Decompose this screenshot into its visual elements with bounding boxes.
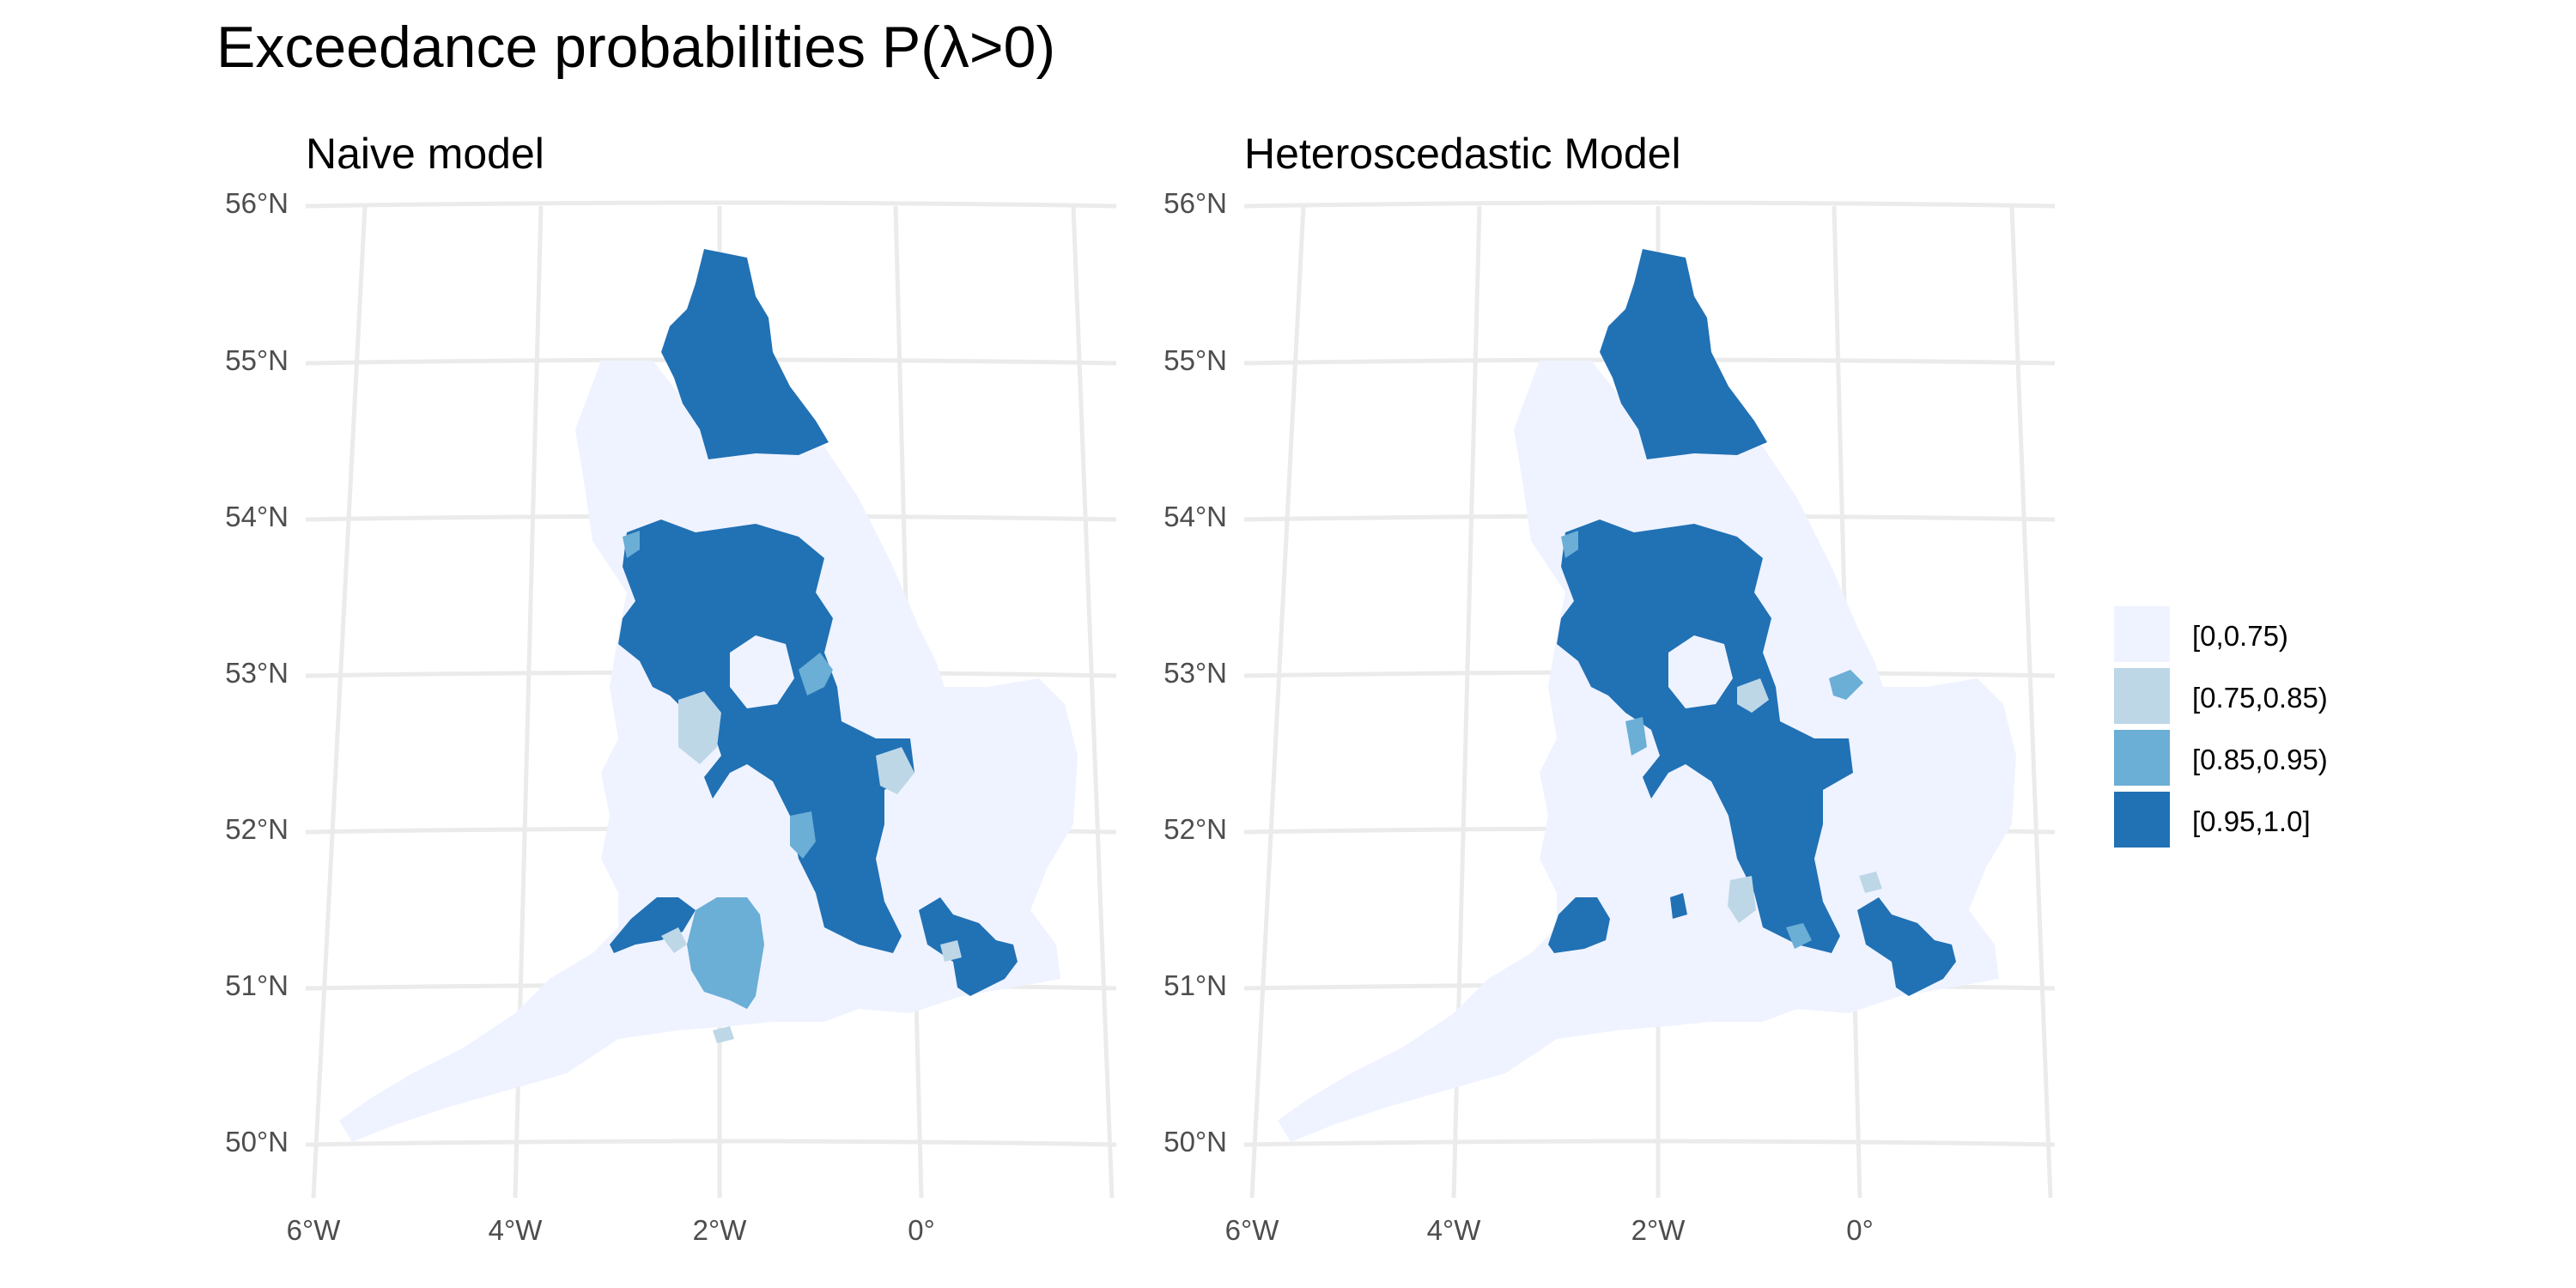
lat-tick-label: 52°N <box>1163 813 1227 845</box>
region-bin2 <box>799 653 833 696</box>
choropleth-regions <box>1278 249 2016 1142</box>
lat-tick-labels: 56°N 55°N 54°N 53°N 52°N 51°N 50°N <box>1163 187 1227 1157</box>
panel-subtitle: Naive model <box>306 130 544 178</box>
lat-tick-label: 56°N <box>225 187 289 219</box>
region-bin3 <box>1557 519 1853 953</box>
legend-swatch <box>2114 606 2170 662</box>
lon-tick-label: 0° <box>908 1214 935 1246</box>
region-bin2 <box>1625 717 1647 756</box>
lat-tick-label: 50°N <box>225 1126 289 1157</box>
legend-swatch <box>2114 730 2170 786</box>
lon-tick-label: 4°W <box>489 1214 544 1246</box>
region-bin1 <box>940 940 962 962</box>
legend: [0,0.75) [0.75,0.85) [0.85,0.95) [0.95,1… <box>2114 606 2328 848</box>
region-bin3 <box>661 249 829 459</box>
region-bin3 <box>1857 897 1956 996</box>
region-bin1 <box>876 747 914 794</box>
panel-subtitle: Heteroscedastic Model <box>1244 130 1681 178</box>
lat-tick-label: 53°N <box>225 657 289 689</box>
region-bin3 <box>610 897 696 953</box>
lat-tick-label: 56°N <box>1163 187 1227 219</box>
legend-swatch <box>2114 792 2170 848</box>
legend-label: [0.75,0.85) <box>2192 682 2328 714</box>
legend-label: [0.95,1.0] <box>2192 805 2311 837</box>
region-bin1 <box>1737 678 1769 713</box>
region-bin1 <box>661 927 687 953</box>
lat-tick-label: 51°N <box>225 969 289 1001</box>
region-bin3 <box>1600 249 1767 459</box>
region-bin3 <box>1670 893 1687 919</box>
lon-tick-label: 6°W <box>287 1214 342 1246</box>
region-bin2 <box>790 811 816 859</box>
region-bin2 <box>1786 923 1812 949</box>
lon-tick-labels: 6°W 4°W 2°W 0° <box>287 1214 935 1246</box>
region-bin1 <box>713 1026 734 1043</box>
legend-swatch <box>2114 668 2170 724</box>
region-bin0-hole <box>1668 635 1733 708</box>
lon-tick-label: 2°W <box>693 1214 748 1246</box>
lat-tick-label: 51°N <box>1163 969 1227 1001</box>
region-bin0 <box>1278 361 2016 1142</box>
lat-tick-label: 54°N <box>1163 501 1227 532</box>
lat-tick-label: 55°N <box>1163 344 1227 376</box>
lon-tick-label: 0° <box>1846 1214 1874 1246</box>
legend-label: [0.85,0.95) <box>2192 744 2328 775</box>
region-bin3 <box>1548 897 1610 953</box>
region-bin2 <box>687 897 764 1009</box>
lon-tick-label: 6°W <box>1225 1214 1280 1246</box>
choropleth-regions <box>339 249 1078 1142</box>
region-bin0-hole <box>730 635 794 708</box>
lat-tick-label: 54°N <box>225 501 289 532</box>
region-bin1 <box>678 691 721 764</box>
lon-tick-label: 4°W <box>1427 1214 1482 1246</box>
panel-heteroscedastic-model: Heteroscedastic Model 56°N 55°N 54°N 53°… <box>1163 130 2056 1246</box>
lat-tick-label: 50°N <box>1163 1126 1227 1157</box>
region-bin3 <box>618 519 914 953</box>
lon-tick-label: 2°W <box>1631 1214 1686 1246</box>
lat-tick-label: 52°N <box>225 813 289 845</box>
panel-naive-model: Naive model 56°N 55°N 54°N 53°N 52°N 51°… <box>225 130 1117 1246</box>
lon-tick-labels: 6°W 4°W 2°W 0° <box>1225 1214 1874 1246</box>
region-bin1 <box>1859 872 1882 893</box>
figure-title: Exceedance probabilities P(λ>0) <box>216 15 1055 80</box>
region-bin2 <box>1829 670 1863 700</box>
legend-label: [0,0.75) <box>2192 620 2288 652</box>
region-bin1 <box>1728 876 1756 923</box>
lat-tick-label: 55°N <box>225 344 289 376</box>
region-bin2 <box>623 531 640 558</box>
region-bin2 <box>1561 531 1578 558</box>
lat-tick-labels: 56°N 55°N 54°N 53°N 52°N 51°N 50°N <box>225 187 289 1157</box>
lat-tick-label: 53°N <box>1163 657 1227 689</box>
region-bin3 <box>919 897 1018 996</box>
